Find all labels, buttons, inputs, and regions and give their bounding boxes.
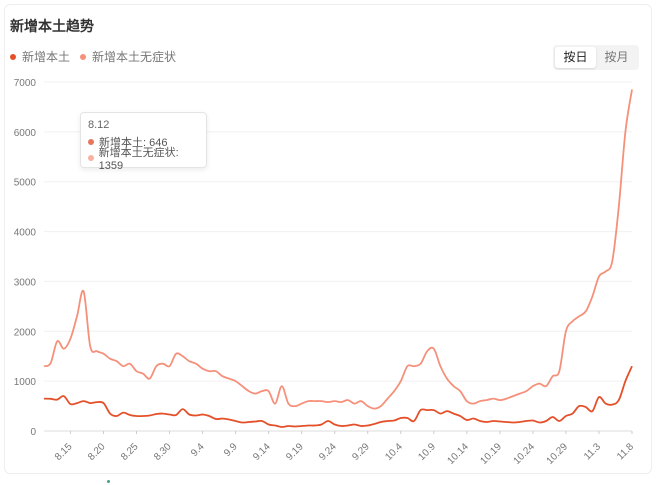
tooltip-dot-asymptomatic [88,155,94,161]
legend-item-asymptomatic[interactable]: 新增本土无症状 [80,48,176,65]
x-tick-label: 9.29 [350,441,372,463]
tooltip-value-local: 新增本土: 646 [99,137,168,149]
chart-tooltip: 8.12 新增本土: 646 新增本土无症状: 1359 [80,112,207,172]
x-tick-label: 8.20 [86,441,108,463]
y-tick-label: 7000 [14,78,37,89]
x-tick-label: 10.9 [416,441,438,463]
scroll-indicator [107,480,110,483]
y-tick-label: 0 [30,427,36,438]
tooltip-row-asymptomatic: 新增本土无症状: 1359 [88,147,199,172]
x-tick-label: 9.9 [222,441,240,459]
y-tick-label: 5000 [14,178,37,189]
x-tick-label: 8.15 [53,441,75,463]
x-tick-label: 8.25 [119,441,141,463]
y-tick-label: 2000 [14,327,37,338]
toggle-by-day-button[interactable]: 按日 [555,47,596,68]
legend-dot-asymptomatic [80,53,87,60]
x-tick-label: 11.8 [615,441,636,462]
series-line-asymptomatic [43,89,633,410]
x-tick-label: 10.4 [383,441,405,463]
y-tick-label: 3000 [14,277,37,288]
x-tick-label: 8.30 [152,441,174,463]
tooltip-row-local: 新增本土: 646 [88,134,199,150]
chart-title: 新增本土趋势 [10,18,94,34]
tooltip-dot-local [88,139,94,145]
x-tick-label: 10.19 [479,441,505,467]
x-tick-label: 9.19 [284,441,306,463]
period-toggle: 按日 按月 [553,45,639,70]
legend: 新增本土 新增本土无症状 [10,48,186,65]
tooltip-value-asymptomatic: 新增本土无症状: 1359 [98,147,179,172]
series-line-local [43,365,633,428]
x-tick-label: 11.3 [582,441,603,462]
x-tick-label: 10.29 [545,441,571,467]
x-tick-label: 9.24 [317,441,339,463]
y-tick-label: 4000 [14,228,37,239]
x-tick-label: 10.24 [512,441,538,467]
legend-label-asymptomatic: 新增本土无症状 [92,50,177,64]
y-tick-label: 1000 [14,377,37,388]
legend-dot-local [10,53,16,60]
x-tick-label: 9.14 [251,441,273,463]
tooltip-date: 8.12 [88,119,110,131]
legend-item-local[interactable]: 新增本土 [10,48,70,65]
y-tick-label: 6000 [14,128,37,139]
x-tick-label: 9.4 [189,441,207,459]
legend-label-local: 新增本土 [22,50,71,64]
toggle-by-month-button[interactable]: 按月 [604,50,629,64]
x-tick-label: 10.14 [445,441,471,467]
